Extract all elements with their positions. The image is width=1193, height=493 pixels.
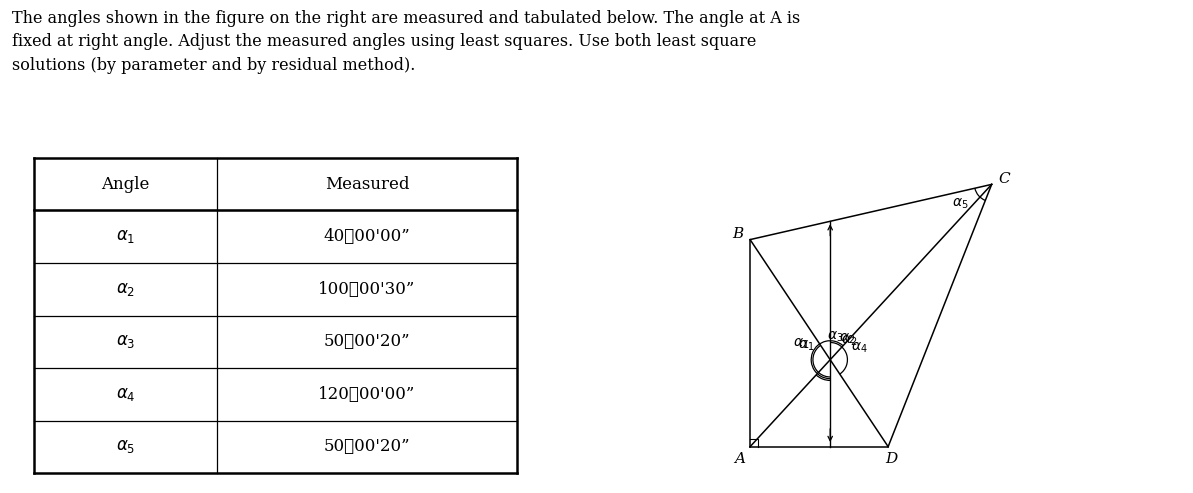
Text: 100 00'30”: 100 00'30”	[319, 281, 416, 298]
Text: $\alpha_3$: $\alpha_3$	[827, 330, 843, 345]
Text: 40 00'00”: 40 00'00”	[323, 228, 410, 245]
Text: Measured: Measured	[324, 176, 409, 193]
Text: $\alpha_1$: $\alpha_1$	[792, 337, 809, 352]
Text: The angles shown in the figure on the right are measured and tabulated below. Th: The angles shown in the figure on the ri…	[12, 10, 801, 74]
Text: $\alpha_4$: $\alpha_4$	[116, 386, 136, 403]
Text: $\alpha_4$: $\alpha_4$	[851, 341, 867, 355]
Text: C: C	[997, 172, 1009, 186]
Text: $\alpha_3$: $\alpha_3$	[116, 333, 135, 351]
Text: D: D	[885, 452, 897, 466]
Text: 50 00'20”: 50 00'20”	[323, 438, 410, 456]
Text: $\alpha_2$: $\alpha_2$	[116, 281, 135, 298]
Text: $\alpha_1$: $\alpha_1$	[116, 228, 135, 245]
Text: $\alpha_2$: $\alpha_2$	[841, 334, 858, 348]
Text: $\alpha_5$: $\alpha_5$	[116, 438, 135, 456]
Text: B: B	[733, 227, 743, 242]
Text: 120 00'00”: 120 00'00”	[319, 386, 416, 403]
Text: Angle: Angle	[101, 176, 150, 193]
Text: $\alpha_1$: $\alpha_1$	[798, 339, 815, 353]
Text: A: A	[734, 452, 746, 466]
Text: $\alpha_5$: $\alpha_5$	[952, 196, 969, 211]
Text: 50 00'20”: 50 00'20”	[323, 333, 410, 351]
Text: $\alpha_2$: $\alpha_2$	[839, 332, 855, 346]
